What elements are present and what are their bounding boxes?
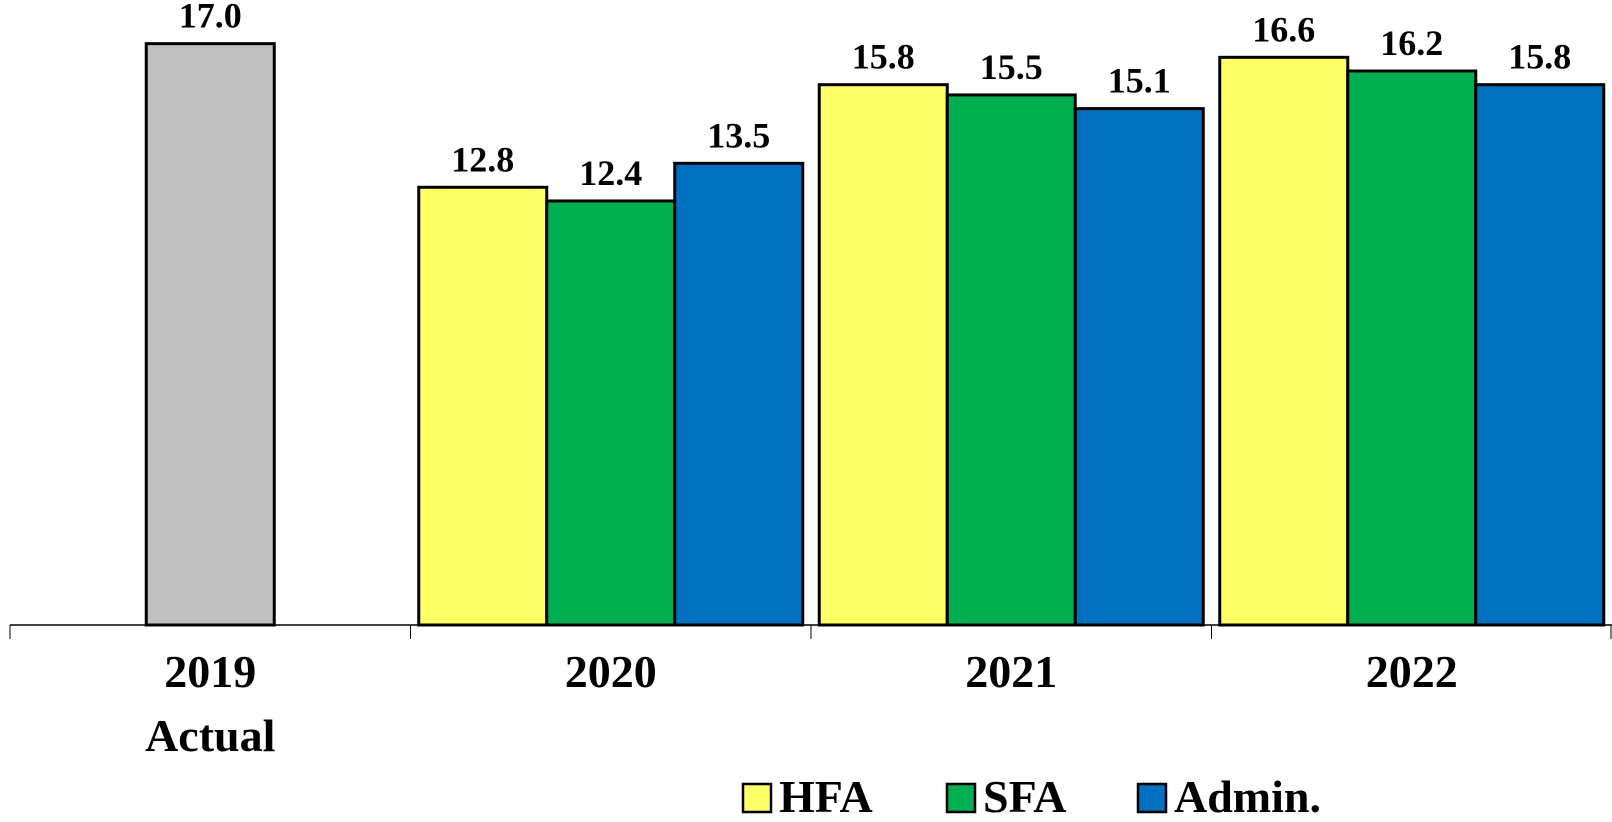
- legend-label-sfa: SFA: [983, 771, 1067, 822]
- admin-2022-value-label: 15.8: [1508, 37, 1571, 77]
- hfa-2020-value-label: 12.8: [451, 139, 514, 179]
- admin-2020-value-label: 13.5: [707, 115, 770, 155]
- legend-swatch-hfa: [741, 782, 773, 814]
- sfa-2021-bar: [945, 93, 1077, 627]
- x-axis: [9, 624, 1612, 639]
- value-labels: 17.0 12.8 12.4 13.5 15.8 15.5 15.1 16.6 16.2 15.8: [179, 0, 1572, 193]
- sfa-2021-value-label: 15.5: [980, 47, 1043, 87]
- legend-swatch-sfa: [945, 782, 977, 814]
- category-sublabel-2019: Actual: [145, 710, 275, 761]
- legend: HFA SFA Admin.: [741, 771, 1321, 822]
- hfa-2022-value-label: 16.6: [1252, 9, 1315, 49]
- sfa-2022-bar: [1346, 69, 1478, 627]
- sfa-2022-value-label: 16.2: [1380, 23, 1443, 63]
- hfa-2021-value-label: 15.8: [852, 37, 915, 77]
- legend-label-hfa: HFA: [779, 771, 873, 822]
- category-label-2019: 2019: [164, 646, 256, 697]
- category-label-2022: 2022: [1366, 646, 1458, 697]
- hfa-2020-bar: [417, 185, 549, 627]
- bars: [144, 42, 1606, 627]
- admin-2020-bar: [673, 161, 805, 627]
- legend-label-admin: Admin.: [1174, 771, 1321, 822]
- admin-2021-bar: [1073, 107, 1205, 627]
- actual-2019-value-label: 17.0: [179, 0, 242, 36]
- hfa-2022-bar: [1218, 55, 1350, 627]
- category-label-2020: 2020: [565, 646, 657, 697]
- category-label-2021: 2021: [965, 646, 1057, 697]
- admin-2021-value-label: 15.1: [1108, 61, 1171, 101]
- category-labels: 2019 Actual 2020 2021 2022: [145, 646, 1458, 761]
- legend-swatch-admin: [1136, 782, 1168, 814]
- sfa-2020-value-label: 12.4: [579, 153, 642, 193]
- hfa-2021-bar: [817, 83, 949, 627]
- sfa-2020-bar: [545, 199, 677, 627]
- admin-2022-bar: [1474, 83, 1606, 627]
- actual-2019-bar: [144, 42, 276, 627]
